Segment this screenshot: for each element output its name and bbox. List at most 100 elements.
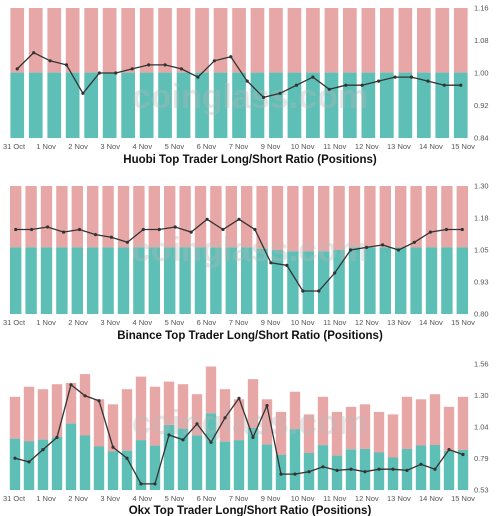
ratio-point xyxy=(97,399,101,403)
short-bar xyxy=(79,374,91,436)
ratio-point xyxy=(349,248,353,252)
long-bar xyxy=(261,444,273,490)
ratio-point xyxy=(461,452,465,457)
long-bar xyxy=(398,72,413,138)
x-tick-label: 5 Nov xyxy=(165,318,185,327)
ratio-point xyxy=(48,59,52,63)
ratio-point xyxy=(173,225,177,229)
x-tick-label: 15 Nov xyxy=(451,142,475,151)
x-tick-label: 31 Oct xyxy=(3,494,26,503)
long-bar xyxy=(410,247,422,314)
long-bar xyxy=(135,440,147,490)
ratio-point xyxy=(419,462,423,466)
short-bar xyxy=(213,8,228,73)
long-bar xyxy=(158,72,172,138)
x-tick-label: 11 Nov xyxy=(323,494,346,503)
long-bar xyxy=(79,435,91,490)
ratio-point xyxy=(251,435,255,439)
long-bar xyxy=(194,247,207,314)
short-bar xyxy=(233,399,245,441)
ratio-point xyxy=(14,227,18,232)
x-tick-label: 12 Nov xyxy=(355,318,379,327)
long-bar xyxy=(179,247,191,314)
ratio-point xyxy=(125,456,129,460)
ratio-point xyxy=(223,416,227,420)
long-bar xyxy=(343,72,357,138)
ratio-point xyxy=(377,79,381,83)
short-bar xyxy=(317,396,329,446)
x-tick-label: 31 Oct xyxy=(3,318,26,327)
ratio-point xyxy=(157,227,161,232)
short-bar xyxy=(333,186,345,250)
short-bar xyxy=(417,8,431,73)
long-bar xyxy=(271,250,284,314)
long-bar xyxy=(287,251,299,314)
short-bar xyxy=(303,414,315,453)
short-bar xyxy=(287,186,299,252)
ratio-point xyxy=(307,470,311,474)
ratio-point xyxy=(97,71,101,75)
ratio-point xyxy=(77,227,82,232)
short-bar xyxy=(380,8,394,73)
ratio-point xyxy=(294,83,299,87)
short-bar xyxy=(441,186,453,248)
long-bar xyxy=(453,72,468,138)
short-bar xyxy=(398,8,413,73)
ratio-point xyxy=(377,467,381,471)
x-tick-label: 14 Nov xyxy=(419,142,443,151)
ratio-point xyxy=(317,289,321,293)
ratio-point xyxy=(321,465,325,469)
x-tick-label: 4 Nov xyxy=(133,494,153,503)
ratio-point xyxy=(365,245,369,249)
x-tick-label: 1 Nov xyxy=(36,142,56,151)
long-bar xyxy=(456,247,468,314)
long-bar xyxy=(84,72,98,138)
y-tick-label: 1.16 xyxy=(474,4,489,13)
long-bar xyxy=(289,429,301,490)
long-bar xyxy=(23,441,35,490)
x-tick-label: 10 Nov xyxy=(291,318,315,327)
long-bar xyxy=(121,72,135,138)
ratio-point xyxy=(460,227,464,232)
short-bar xyxy=(28,8,43,73)
ratio-point xyxy=(426,79,430,83)
short-bar xyxy=(133,186,145,248)
chart-title: Okx Top Trader Long/Short Ratio (Positio… xyxy=(129,505,372,516)
short-bar xyxy=(51,384,63,438)
y-tick-label: 1.08 xyxy=(474,36,489,45)
chart-title: Binance Top Trader Long/Short Ratio (Pos… xyxy=(117,330,383,342)
short-bar xyxy=(429,394,441,445)
watermark: coinglass.com xyxy=(132,231,368,269)
x-tick-label: 6 Nov xyxy=(197,494,217,503)
short-bar xyxy=(287,8,302,73)
x-tick-label: 13 Nov xyxy=(387,494,411,503)
y-tick-label: 1.04 xyxy=(474,423,489,432)
long-bar xyxy=(56,247,68,314)
ratio-point xyxy=(205,217,209,221)
short-bar xyxy=(425,186,438,248)
short-bar xyxy=(158,8,172,73)
short-bar xyxy=(401,396,413,449)
ratio-point xyxy=(327,87,331,91)
ratio-point xyxy=(428,230,432,234)
ratio-point xyxy=(55,435,59,439)
long-bar xyxy=(121,450,133,490)
long-bar xyxy=(47,72,62,138)
watermark: coinglass.com xyxy=(132,404,368,442)
ratio-point xyxy=(245,79,249,83)
long-bar xyxy=(359,448,371,490)
long-bar xyxy=(28,72,43,138)
x-tick-label: 11 Nov xyxy=(323,318,346,327)
short-bar xyxy=(177,384,189,429)
y-tick-label: 0.79 xyxy=(474,454,489,463)
ratio-point xyxy=(262,95,266,99)
ratio-point xyxy=(41,448,45,452)
x-tick-label: 10 Nov xyxy=(291,142,315,151)
x-tick-label: 9 Nov xyxy=(261,494,281,503)
long-bar xyxy=(71,247,83,314)
long-bar xyxy=(93,446,105,490)
short-bar xyxy=(457,396,469,450)
short-bar xyxy=(250,8,265,73)
